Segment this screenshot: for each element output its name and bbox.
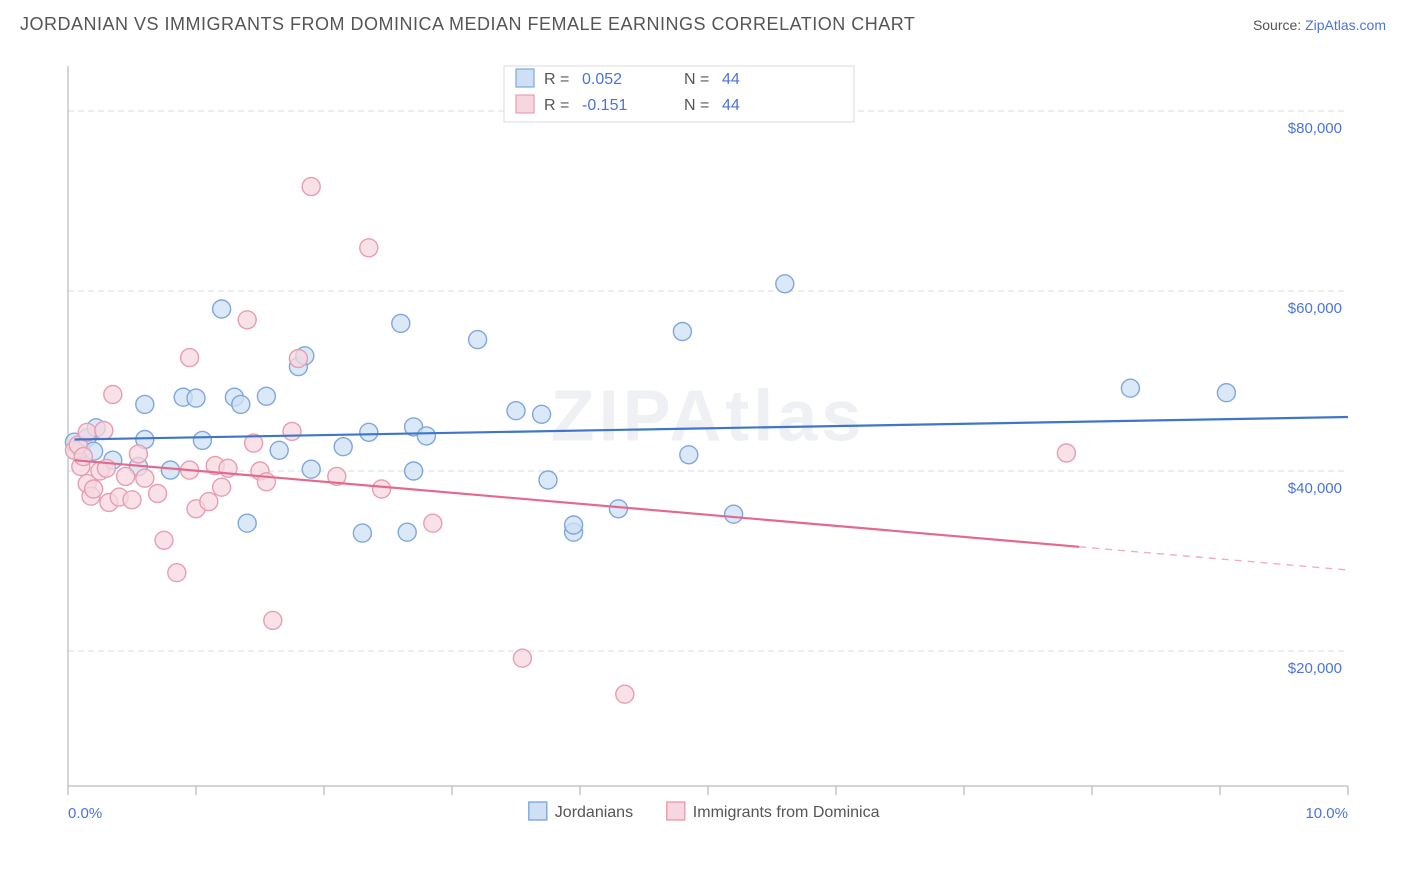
legend-n-value: 44 — [722, 97, 740, 114]
data-point — [213, 478, 231, 496]
legend-series-label: Immigrants from Dominica — [693, 804, 880, 821]
scatter-chart: $20,000 $40,000 $60,000 $80,000 ZIPAtlas 0.0%… — [52, 56, 1382, 841]
source-prefix: Source: — [1253, 17, 1305, 33]
data-point — [270, 441, 288, 459]
legend-stat-label: R = — [544, 97, 569, 114]
data-point — [302, 178, 320, 196]
chart-svg: $20,000 $40,000 $60,000 $80,000 ZIPAtlas 0.0%… — [52, 56, 1382, 841]
data-point — [136, 395, 154, 413]
legend-stat-label: R = — [544, 71, 569, 88]
data-point — [168, 564, 186, 582]
legend-swatch — [667, 802, 685, 820]
data-point — [398, 523, 416, 541]
y-tick-label: $40,000 — [1288, 480, 1342, 497]
data-point — [193, 431, 211, 449]
legend-swatch — [529, 802, 547, 820]
data-point — [360, 423, 378, 441]
data-point — [392, 314, 410, 332]
data-point — [417, 427, 435, 445]
data-point — [117, 467, 135, 485]
title-bar: JORDANIAN VS IMMIGRANTS FROM DOMINICA ME… — [0, 0, 1406, 45]
legend-stat-label: N = — [684, 71, 709, 88]
y-tick-label: $60,000 — [1288, 300, 1342, 317]
data-point — [609, 500, 627, 518]
data-point — [264, 611, 282, 629]
y-tick-label: $20,000 — [1288, 660, 1342, 677]
data-point — [283, 422, 301, 440]
legend-swatch — [516, 69, 534, 87]
legend-r-value: 0.052 — [582, 71, 622, 88]
data-point — [74, 448, 92, 466]
chart-title: JORDANIAN VS IMMIGRANTS FROM DOMINICA ME… — [20, 14, 915, 35]
legend-stat-label: N = — [684, 97, 709, 114]
data-point — [680, 446, 698, 464]
data-point — [334, 438, 352, 456]
data-point — [200, 493, 218, 511]
data-point — [136, 469, 154, 487]
data-point — [539, 471, 557, 489]
data-point — [238, 311, 256, 329]
data-point — [213, 300, 231, 318]
x-tick-label: 10.0% — [1305, 805, 1348, 822]
data-point — [232, 395, 250, 413]
data-point — [289, 350, 307, 368]
data-point — [95, 422, 113, 440]
y-tick-label: $80,000 — [1288, 120, 1342, 137]
data-point — [673, 323, 691, 341]
legend-swatch — [516, 95, 534, 113]
data-point — [85, 480, 103, 498]
watermark: ZIPAtlas — [551, 376, 866, 456]
data-point — [123, 491, 141, 509]
data-point — [360, 239, 378, 257]
data-point — [302, 460, 320, 478]
source-attribution: Source: ZipAtlas.com — [1253, 17, 1386, 33]
data-point — [373, 480, 391, 498]
source-link[interactable]: ZipAtlas.com — [1305, 17, 1386, 33]
data-point — [238, 514, 256, 532]
legend-series-label: Jordanians — [555, 804, 633, 821]
data-point — [353, 524, 371, 542]
legend-r-value: -0.151 — [582, 97, 627, 114]
x-tick-label: 0.0% — [68, 805, 102, 822]
data-point — [1057, 444, 1075, 462]
data-point — [257, 387, 275, 405]
data-point — [187, 389, 205, 407]
data-point — [104, 386, 122, 404]
data-point — [533, 405, 551, 423]
data-point — [129, 445, 147, 463]
data-point — [405, 462, 423, 480]
data-point — [725, 505, 743, 523]
data-point — [565, 516, 583, 534]
data-point — [776, 275, 794, 293]
data-point — [507, 402, 525, 420]
data-point — [181, 349, 199, 367]
data-point — [1121, 379, 1139, 397]
data-point — [155, 531, 173, 549]
legend-n-value: 44 — [722, 71, 740, 88]
data-point — [1217, 384, 1235, 402]
data-point — [149, 485, 167, 503]
data-point — [616, 685, 634, 703]
data-point — [513, 649, 531, 667]
data-point — [424, 514, 442, 532]
trend-line-extrapolated — [1079, 547, 1348, 570]
data-point — [469, 331, 487, 349]
